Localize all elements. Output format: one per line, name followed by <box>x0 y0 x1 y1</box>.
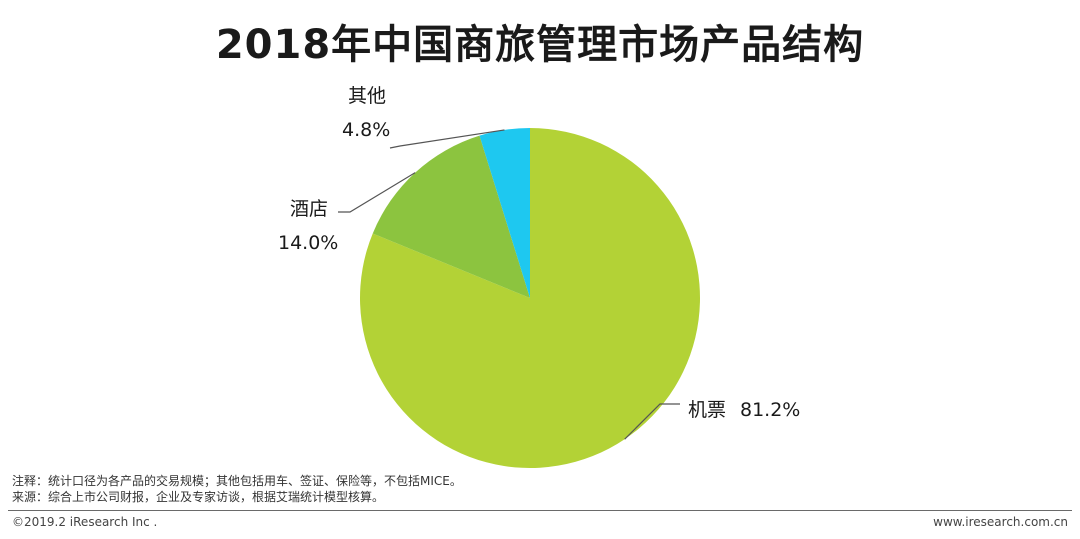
note-text: 注释：统计口径为各产品的交易规模；其他包括用车、签证、保险等，不包括MICE。 <box>12 474 462 488</box>
label-other-name: 其他 <box>348 85 386 107</box>
slice-other <box>479 128 530 298</box>
label-hotel-name: 酒店 <box>290 198 328 220</box>
label-other-value: 4.8% <box>342 119 390 141</box>
footer-divider <box>8 510 1072 511</box>
leader-flight <box>624 403 680 440</box>
label-flight-value: 81.2% <box>740 399 800 421</box>
leader-lines <box>338 129 680 440</box>
copyright: ©2019.2 iResearch Inc . <box>12 515 158 529</box>
leader-other <box>389 129 505 149</box>
leader-hotel <box>338 172 416 213</box>
label-hotel-value: 14.0% <box>278 232 338 254</box>
notes: 注释：统计口径为各产品的交易规模；其他包括用车、签证、保险等，不包括MICE。 … <box>12 473 462 505</box>
website: www.iresearch.com.cn <box>933 515 1068 529</box>
label-flight-name: 机票 <box>688 399 726 421</box>
pie-slices <box>359 128 700 468</box>
slice-hotel <box>372 135 530 298</box>
chart-title: 2018年中国商旅管理市场产品结构 <box>215 22 865 68</box>
source-text: 来源：综合上市公司财报，企业及专家访谈，根据艾瑞统计模型核算。 <box>12 490 385 504</box>
